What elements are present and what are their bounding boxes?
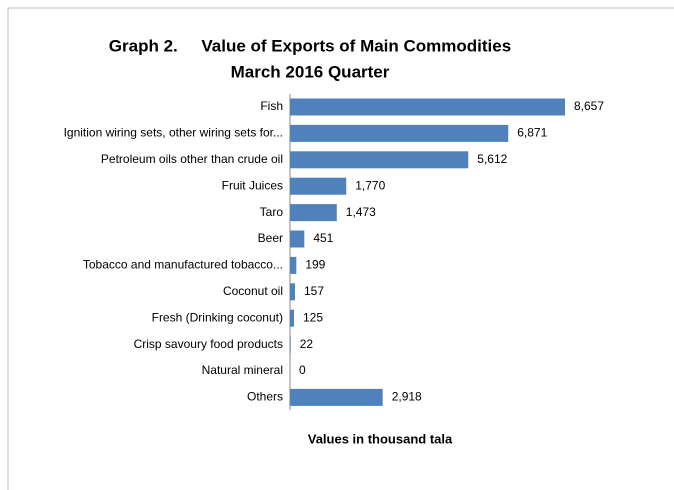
data-label: 125 xyxy=(303,310,323,324)
data-label: 2,918 xyxy=(392,390,422,404)
bar xyxy=(290,177,347,195)
data-label: 5,612 xyxy=(477,152,507,166)
data-label: 451 xyxy=(313,231,333,245)
bar xyxy=(290,336,291,354)
y-tick-label: Crisp savoury food products xyxy=(134,337,283,351)
bar xyxy=(290,256,297,274)
bar xyxy=(290,204,337,222)
data-label: 22 xyxy=(300,337,314,351)
data-label: 6,871 xyxy=(517,126,547,140)
y-tick-label: Tobacco and manufactured tobacco... xyxy=(83,258,283,272)
y-tick-label: Coconut oil xyxy=(223,284,283,298)
y-tick-label: Taro xyxy=(260,205,284,219)
data-label: 1,473 xyxy=(346,205,376,219)
bar xyxy=(290,151,469,169)
y-tick-label: Fish xyxy=(260,99,283,113)
y-tick-label: Natural mineral xyxy=(202,363,283,377)
y-tick-label: Fruit Juices xyxy=(222,178,283,192)
y-tick-label: Ignition wiring sets, other wiring sets … xyxy=(64,126,283,140)
bar xyxy=(290,309,294,327)
bar xyxy=(290,283,295,301)
bar xyxy=(290,388,383,406)
bar xyxy=(290,124,509,142)
data-label: 0 xyxy=(299,363,306,377)
data-label: 8,657 xyxy=(574,99,604,113)
bar xyxy=(290,230,305,248)
y-tick-label: Beer xyxy=(258,231,283,245)
x-axis-label: Values in thousand tala xyxy=(308,431,453,446)
y-tick-label: Others xyxy=(247,390,283,404)
data-label: 157 xyxy=(304,284,324,298)
data-label: 199 xyxy=(305,258,325,272)
bar xyxy=(290,98,565,116)
y-tick-label: Petroleum oils other than crude oil xyxy=(101,152,283,166)
chart-subtitle: March 2016 Quarter xyxy=(231,62,390,81)
chart-title: Graph 2. Value of Exports of Main Commod… xyxy=(109,36,511,55)
y-tick-label: Fresh (Drinking coconut) xyxy=(152,310,283,324)
data-label: 1,770 xyxy=(355,178,385,192)
chart-frame xyxy=(7,7,674,490)
